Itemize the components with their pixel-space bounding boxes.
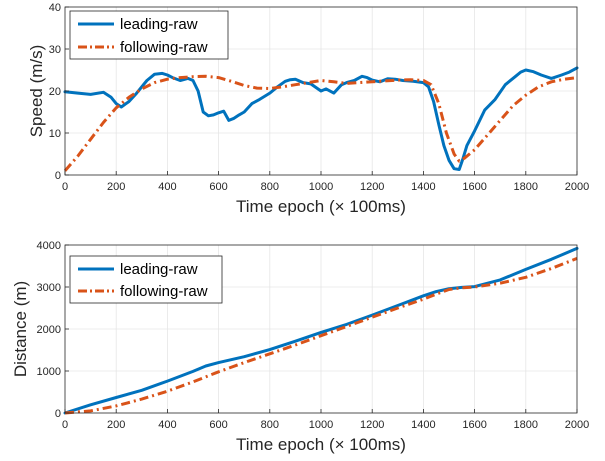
- distance-xtick-label-1200: 1200: [360, 419, 384, 431]
- speed-ytick-label-10: 10: [49, 128, 61, 140]
- distance-ytick-label-1000: 1000: [37, 366, 61, 378]
- speed-ytick-label-20: 20: [49, 86, 61, 98]
- distance-xtick-label-400: 400: [158, 419, 176, 431]
- distance-legend-following-label: following-raw: [120, 283, 208, 300]
- speed-xtick-label-2000: 2000: [565, 181, 589, 193]
- speed-ticks: 0 200 400 600 800 1000 1200 1400 1600 1800 2000 0 10…: [49, 2, 589, 193]
- distance-xtick-label-1800: 1800: [514, 419, 538, 431]
- distance-legend-box: [69, 255, 223, 304]
- speed-legend-box: [69, 10, 229, 60]
- distance-ticks: 0 200 400 600 800 1000 1200 1400 1600 1800 2000 0 10…: [37, 240, 590, 431]
- distance-xtick-label-600: 600: [209, 419, 227, 431]
- speed-xtick-label-1200: 1200: [360, 181, 384, 193]
- speed-xtick-label-400: 400: [158, 181, 176, 193]
- distance-legend-leading-label: leading-raw: [120, 261, 198, 278]
- speed-xtick-label-1400: 1400: [411, 181, 435, 193]
- speed-legend-following-label: following-raw: [120, 39, 208, 56]
- distance-series-following-raw: [64, 257, 578, 415]
- distance-xtick-label-2000: 2000: [565, 419, 589, 431]
- speed-xtick-label-1800: 1800: [514, 181, 538, 193]
- speed-ytick-label-30: 30: [49, 44, 61, 56]
- distance-series: [63, 246, 579, 415]
- speed-xtick-label-1000: 1000: [309, 181, 333, 193]
- distance-xtick-label-800: 800: [261, 419, 279, 431]
- speed-panel: 0 200 400 600 800 1000 1200 1400 1600 1800 2000 0 10…: [27, 2, 589, 216]
- speed-series: [63, 66, 579, 172]
- distance-ytick-label-3000: 3000: [37, 282, 61, 294]
- speed-x-axis-label: Time epoch (× 100ms): [236, 197, 406, 216]
- speed-y-axis-label: Speed (m/s): [27, 45, 46, 138]
- speed-legend-leading-label: leading-raw: [120, 16, 198, 33]
- speed-ytick-label-0: 0: [55, 170, 61, 182]
- distance-xtick-label-200: 200: [107, 419, 125, 431]
- speed-xtick-label-800: 800: [261, 181, 279, 193]
- distance-ytick-label-4000: 4000: [37, 240, 61, 252]
- speed-xtick-label-200: 200: [107, 181, 125, 193]
- distance-x-axis-label: Time epoch (× 100ms): [236, 435, 406, 454]
- distance-xtick-label-1600: 1600: [462, 419, 486, 431]
- speed-ytick-label-40: 40: [49, 2, 61, 14]
- speed-xtick-label-0: 0: [62, 181, 68, 193]
- speed-xtick-label-1600: 1600: [462, 181, 486, 193]
- distance-xtick-label-0: 0: [62, 419, 68, 431]
- speed-legend: leading-raw following-raw: [69, 10, 229, 60]
- distance-panel: 0 200 400 600 800 1000 1200 1400 1600 1800 2000 0 10…: [11, 240, 589, 454]
- distance-series-leading-raw: [63, 246, 579, 415]
- distance-ytick-label-0: 0: [55, 408, 61, 420]
- distance-xtick-label-1400: 1400: [411, 419, 435, 431]
- distance-xtick-label-1000: 1000: [309, 419, 333, 431]
- speed-xtick-label-600: 600: [209, 181, 227, 193]
- speed-series-leading-raw: [63, 66, 579, 171]
- distance-ytick-label-2000: 2000: [37, 324, 61, 336]
- distance-y-axis-label: Distance (m): [11, 281, 30, 377]
- distance-legend: leading-raw following-raw: [69, 255, 223, 304]
